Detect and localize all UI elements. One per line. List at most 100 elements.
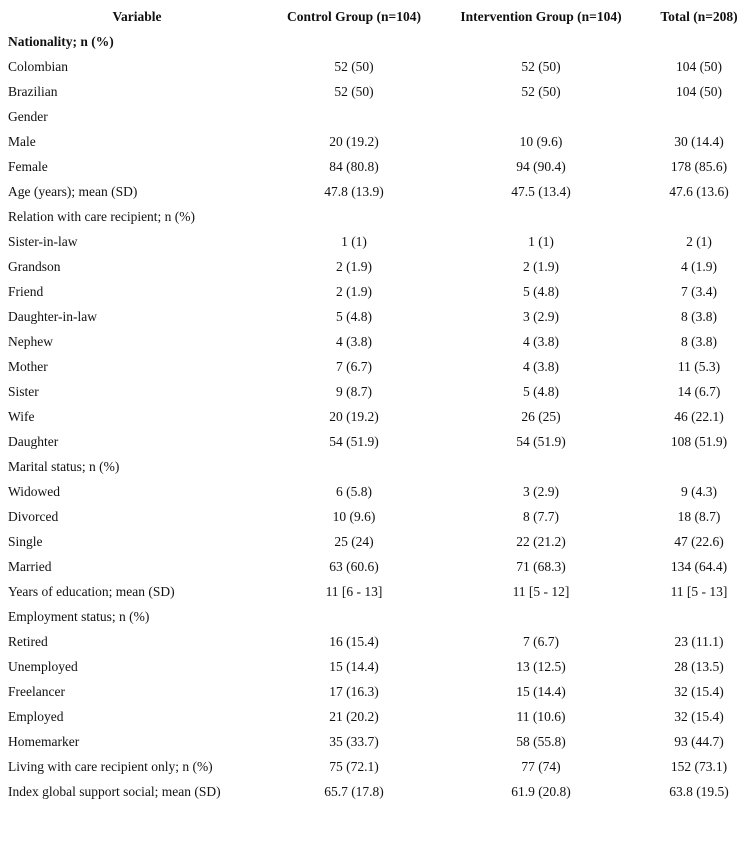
table-cell: 20 (19.2) [329,409,379,424]
table-cell: 26 (25) [521,409,561,424]
table-cell: 7 (6.7) [523,634,559,649]
row-label: Employed [8,709,64,724]
table-cell: 7 (3.4) [681,284,717,299]
table-cell: 46 (22.1) [674,409,724,424]
table-cell: 93 (44.7) [674,734,724,749]
row-label: Mother [8,359,48,374]
table-cell: 28 (13.5) [674,659,724,674]
row-label: Sister [8,384,39,399]
table-cell: 61.9 (20.8) [511,784,571,799]
row-label: Unemployed [8,659,78,674]
table-cell: 9 (4.3) [681,484,717,499]
row-label: Living with care recipient only; n (%) [8,759,213,774]
table-cell: 5 (4.8) [523,384,559,399]
table-cell: 9 (8.7) [336,384,372,399]
table-cell: 7 (6.7) [336,359,372,374]
table-cell: 52 (50) [334,59,374,74]
table-cell: 2 (1.9) [336,284,372,299]
table-cell: 47 (22.6) [674,534,724,549]
header-cell: Intervention Group (n=104) [460,9,622,24]
table-cell: 30 (14.4) [674,134,724,149]
table-cell: 11 (10.6) [516,709,566,724]
table-cell: 23 (11.1) [674,634,724,649]
row-label: Daughter [8,434,59,449]
header-cell: Variable [112,9,162,24]
table-cell: 3 (2.9) [523,309,559,324]
table-cell: 22 (21.2) [516,534,566,549]
row-label: Nationality; n (%) [8,34,114,49]
table-cell: 58 (55.8) [516,734,566,749]
row-label: Homemarker [8,734,80,749]
row-label: Wife [8,409,35,424]
row-label: Widowed [8,484,60,499]
table-cell: 6 (5.8) [336,484,372,499]
header-cell: Total (n=208) [660,9,738,24]
row-label: Retired [8,634,48,649]
table-cell: 32 (15.4) [674,684,724,699]
row-label: Sister-in-law [8,234,78,249]
table-cell: 35 (33.7) [329,734,379,749]
table-cell: 17 (16.3) [329,684,379,699]
table-cell: 15 (14.4) [516,684,566,699]
table-cell: 10 (9.6) [519,134,563,149]
table-cell: 5 (4.8) [523,284,559,299]
table-cell: 94 (90.4) [516,159,566,174]
table-cell: 47.5 (13.4) [511,184,571,199]
table-cell: 54 (51.9) [516,434,566,449]
table-cell: 134 (64.4) [670,559,728,574]
table-cell: 8 (7.7) [523,509,559,524]
row-label: Marital status; n (%) [8,459,120,474]
table-cell: 63 (60.6) [329,559,379,574]
table-cell: 4 (1.9) [681,259,717,274]
table-cell: 104 (50) [675,84,723,99]
row-label: Divorced [8,509,59,524]
table-cell: 84 (80.8) [329,159,379,174]
table-cell: 10 (9.6) [332,509,376,524]
table-cell: 16 (15.4) [329,634,379,649]
table-cell: 1 (1) [341,234,367,249]
table-cell: 2 (1) [686,234,712,249]
row-label: Index global support social; mean (SD) [8,784,221,799]
table-cell: 4 (3.8) [523,359,559,374]
row-label: Brazilian [8,84,58,99]
table-cell: 71 (68.3) [516,559,566,574]
table-cell: 11 [5 - 12] [512,584,570,599]
table-cell: 77 (74) [521,759,561,774]
table-cell: 32 (15.4) [674,709,724,724]
table-cell: 11 (5.3) [677,359,721,374]
row-label: Freelancer [8,684,65,699]
table-cell: 65.7 (17.8) [324,784,384,799]
row-label: Relation with care recipient; n (%) [8,209,196,224]
table-cell: 8 (3.8) [681,309,717,324]
table-cell: 18 (8.7) [677,509,721,524]
table-cell: 1 (1) [528,234,554,249]
table-cell: 4 (3.8) [523,334,559,349]
table-cell: 52 (50) [521,59,561,74]
row-label: Grandson [8,259,61,274]
table-cell: 25 (24) [334,534,374,549]
header-cell: Control Group (n=104) [287,9,421,24]
table-cell: 15 (14.4) [329,659,379,674]
row-label: Nephew [8,334,53,349]
table-cell: 11 [5 - 13] [670,584,728,599]
row-label: Friend [8,284,44,299]
table-cell: 52 (50) [334,84,374,99]
table-cell: 52 (50) [521,84,561,99]
table-cell: 47.8 (13.9) [324,184,384,199]
table-cell: 2 (1.9) [523,259,559,274]
table-cell: 13 (12.5) [516,659,566,674]
row-label: Female [8,159,48,174]
table-cell: 75 (72.1) [329,759,379,774]
table-cell: 11 [6 - 13] [325,584,383,599]
table-cell: 63.8 (19.5) [669,784,729,799]
table-cell: 104 (50) [675,59,723,74]
table-cell: 54 (51.9) [329,434,379,449]
table-cell: 20 (19.2) [329,134,379,149]
table-cell: 2 (1.9) [336,259,372,274]
table-cell: 21 (20.2) [329,709,379,724]
row-label: Single [8,534,43,549]
table-cell: 8 (3.8) [681,334,717,349]
table-cell: 5 (4.8) [336,309,372,324]
table-cell: 14 (6.7) [677,384,721,399]
